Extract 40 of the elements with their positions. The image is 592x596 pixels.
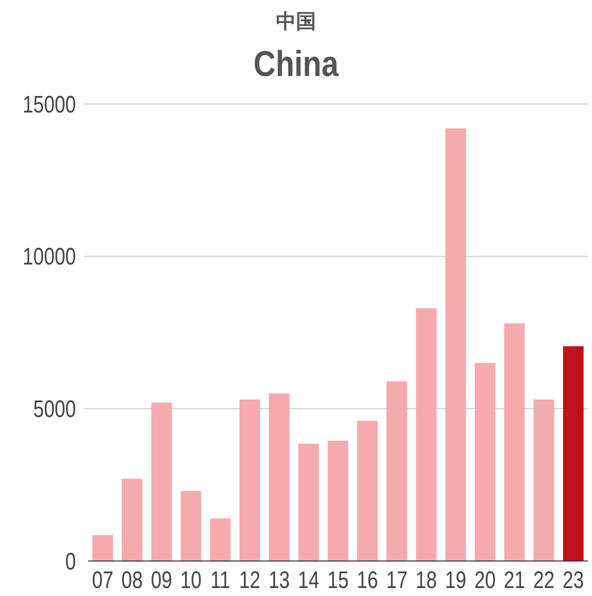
bar	[474, 362, 496, 561]
y-tick-label: 5000	[33, 394, 76, 423]
bar	[92, 535, 113, 561]
x-tick-label: 23	[562, 566, 584, 594]
x-tick-label: 17	[386, 566, 408, 594]
chart-title: China	[254, 44, 339, 85]
x-tick-label: 19	[444, 566, 466, 594]
x-tick-label: 20	[474, 566, 496, 594]
bar	[210, 518, 231, 561]
x-tick-label: 11	[210, 566, 230, 594]
bar	[298, 444, 319, 561]
bar	[328, 440, 348, 561]
x-tick-label: 14	[298, 566, 320, 594]
bar	[563, 346, 584, 561]
bar	[122, 478, 142, 561]
x-tick-label: 09	[150, 566, 172, 594]
bar	[268, 393, 290, 561]
x-tick-label: 10	[180, 566, 202, 594]
y-tick-label: 15000	[22, 90, 76, 118]
x-tick-label: 21	[504, 566, 526, 594]
bar	[534, 400, 554, 561]
x-tick-label: 16	[356, 566, 378, 594]
x-tick-label: 07	[92, 566, 114, 594]
x-tick-label: 12	[239, 566, 260, 594]
x-tick-label: 13	[268, 566, 290, 594]
x-tick-label: 15	[327, 566, 349, 594]
bar	[504, 323, 525, 561]
chart-subtitle: 中国	[276, 11, 316, 33]
x-tick-label: 08	[121, 566, 143, 594]
x-tick-label: 22	[533, 566, 555, 594]
bar	[357, 420, 378, 561]
bar	[151, 402, 172, 561]
bar	[239, 400, 260, 561]
bar	[386, 381, 408, 561]
bar	[416, 308, 437, 561]
bar	[180, 490, 202, 561]
bar	[445, 128, 466, 561]
y-tick-label: 0	[65, 547, 76, 575]
x-tick-label: 18	[416, 566, 437, 594]
y-tick-label: 10000	[22, 242, 76, 270]
